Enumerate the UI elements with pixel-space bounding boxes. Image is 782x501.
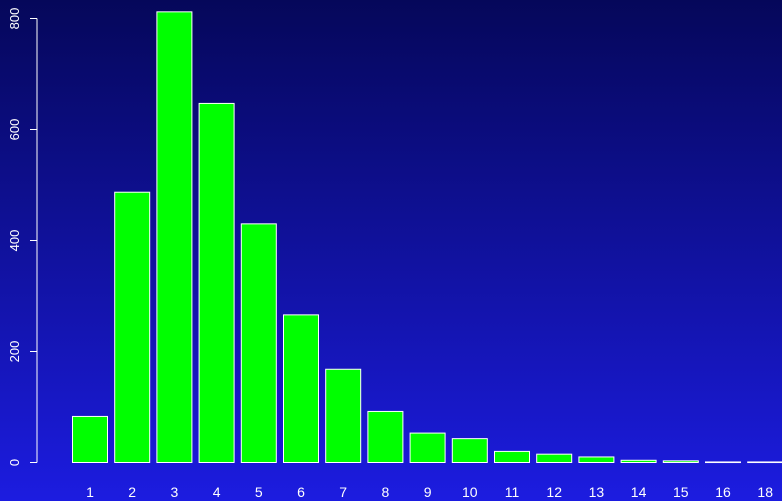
bar bbox=[409, 432, 446, 463]
x-tick-label: 4 bbox=[213, 484, 221, 500]
x-tick-label: 2 bbox=[128, 484, 136, 500]
x-tick-label: 13 bbox=[589, 484, 605, 500]
x-axis-labels: 1 2 3 4 5 6 7 8 9 10 11 12 13 14 15 16 18 bbox=[86, 484, 773, 500]
bar bbox=[494, 450, 530, 463]
y-tick-label: 800 bbox=[7, 8, 22, 30]
bar bbox=[240, 223, 277, 463]
bar bbox=[325, 368, 362, 464]
y-tick-label: 0 bbox=[7, 459, 22, 466]
y-tick-label: 200 bbox=[7, 341, 22, 363]
x-tick-label: 7 bbox=[339, 484, 347, 500]
x-tick-label: 16 bbox=[715, 484, 731, 500]
bar bbox=[198, 102, 235, 463]
bar bbox=[367, 410, 404, 464]
bar bbox=[156, 11, 193, 464]
y-tick-label: 600 bbox=[7, 119, 22, 141]
x-tick-label: 11 bbox=[505, 484, 520, 500]
bar bbox=[72, 415, 108, 463]
x-tick-label: 10 bbox=[462, 484, 478, 500]
x-tick-label: 18 bbox=[757, 484, 773, 500]
bars bbox=[72, 11, 782, 464]
bar bbox=[620, 459, 657, 463]
bar bbox=[283, 314, 319, 463]
x-tick-label: 6 bbox=[297, 484, 305, 500]
bar bbox=[747, 461, 782, 464]
x-tick-label: 3 bbox=[171, 484, 179, 500]
bar bbox=[451, 438, 488, 464]
x-tick-label: 9 bbox=[424, 484, 432, 500]
x-tick-label: 15 bbox=[673, 484, 689, 500]
y-axis: 0 200 400 600 800 bbox=[7, 8, 38, 466]
bar bbox=[662, 460, 699, 463]
x-tick-label: 1 bbox=[86, 484, 94, 500]
x-tick-label: 8 bbox=[382, 484, 390, 500]
x-tick-label: 14 bbox=[631, 484, 647, 500]
y-tick-label: 400 bbox=[7, 230, 22, 252]
bar bbox=[114, 191, 151, 463]
bar bbox=[536, 453, 573, 463]
x-tick-label: 12 bbox=[546, 484, 562, 500]
bar bbox=[705, 461, 741, 464]
x-tick-label: 5 bbox=[255, 484, 263, 500]
bar bbox=[578, 456, 615, 464]
